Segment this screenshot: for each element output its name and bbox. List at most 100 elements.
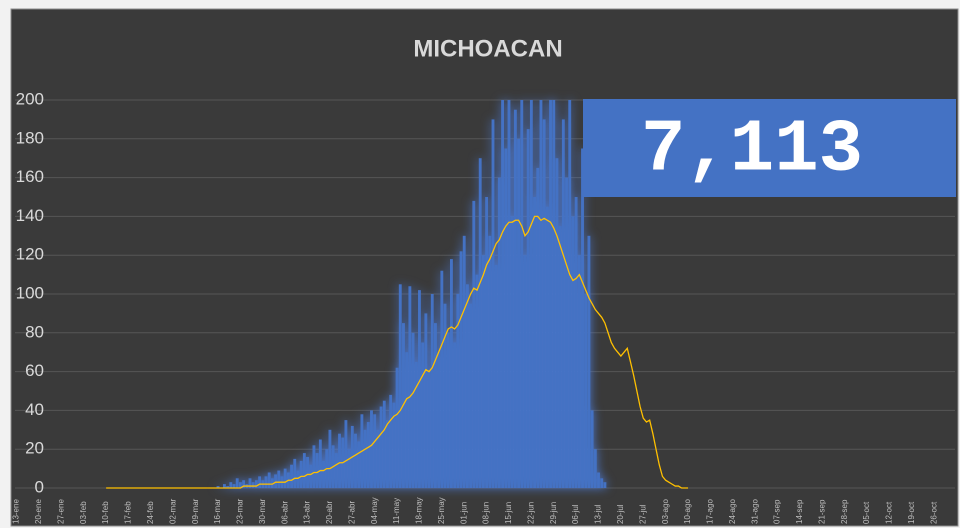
x-tick-label: 13-ene — [12, 499, 21, 524]
x-tick-label: 11-may — [392, 498, 401, 524]
x-tick-label: 24-ago — [728, 499, 737, 524]
x-tick-label: 20-ene — [34, 499, 43, 524]
y-tick-label: 20 — [25, 439, 44, 458]
x-tick-label: 01-jun — [459, 502, 468, 524]
x-tick-label: 14-sep — [795, 499, 804, 524]
bar — [491, 119, 495, 489]
y-tick-label: 80 — [25, 322, 44, 341]
bar — [529, 100, 533, 488]
bar — [590, 410, 594, 488]
bar — [597, 472, 600, 488]
bar — [322, 460, 325, 488]
x-tick-label: 23-mar — [236, 498, 245, 524]
bar — [398, 284, 402, 488]
bar — [513, 109, 517, 488]
bar — [523, 255, 527, 488]
y-tick-label: 40 — [25, 400, 44, 419]
x-tick-label: 30-mar — [258, 498, 267, 524]
bar — [469, 303, 473, 488]
bar — [574, 197, 578, 488]
x-tick-label: 17-ago — [706, 499, 715, 524]
x-tick-label: 02-mar — [168, 498, 177, 524]
bar — [392, 402, 396, 488]
bar — [552, 100, 556, 488]
bar — [488, 235, 492, 488]
bar — [539, 100, 543, 488]
bar — [443, 303, 447, 488]
x-tick-label: 27-abr — [347, 501, 356, 524]
x-tick-label: 20-jul — [616, 504, 625, 524]
bar — [501, 100, 505, 488]
bar — [347, 449, 351, 488]
bar — [437, 352, 441, 488]
bar — [232, 484, 236, 488]
x-tick-label: 20-abr — [325, 501, 334, 524]
x-tick-label: 19-oct — [907, 501, 916, 524]
bar — [299, 460, 303, 488]
bar — [453, 342, 457, 488]
x-tick-label: 18-may — [415, 497, 424, 524]
bar — [254, 480, 258, 488]
x-tick-label: 21-sep — [817, 499, 826, 524]
bar — [376, 429, 380, 488]
bar — [242, 480, 246, 488]
bar — [357, 441, 361, 488]
total-box — [583, 99, 956, 197]
bar — [277, 470, 281, 488]
bar — [338, 433, 341, 488]
x-tick-label: 10-feb — [101, 501, 110, 524]
bar — [558, 226, 562, 488]
x-tick-label: 24-feb — [146, 501, 155, 524]
y-tick-label: 180 — [16, 128, 44, 147]
bar — [248, 478, 252, 488]
bar — [517, 138, 521, 489]
bar — [334, 453, 338, 488]
bar — [328, 429, 332, 488]
bar — [536, 167, 540, 488]
bar — [571, 216, 575, 488]
bar — [485, 197, 489, 488]
bar — [555, 158, 559, 488]
y-tick-label: 100 — [16, 283, 44, 302]
bar — [561, 119, 565, 489]
x-tick-label: 28-sep — [840, 499, 849, 524]
bar — [408, 286, 412, 488]
y-tick-label: 60 — [25, 361, 44, 380]
bar — [456, 294, 460, 488]
x-tick-label: 27-jul — [638, 504, 647, 524]
bar — [545, 206, 549, 488]
bar — [427, 371, 431, 488]
x-tick-label: 10-ago — [683, 499, 692, 524]
bar — [542, 119, 546, 489]
bar — [526, 129, 530, 488]
bar — [603, 482, 607, 488]
bar — [302, 453, 306, 488]
bar — [533, 197, 536, 488]
bar — [386, 420, 389, 488]
bar — [222, 484, 226, 488]
bar — [430, 294, 434, 488]
x-tick-label: 25-may — [437, 497, 446, 524]
x-tick-label: 13-abr — [303, 501, 312, 524]
bar — [478, 158, 482, 488]
moving-average-line — [106, 215, 689, 489]
bar — [497, 177, 501, 488]
y-tick-label: 120 — [16, 245, 44, 264]
bar — [587, 235, 591, 488]
y-tick-label: 0 — [35, 477, 44, 496]
bar — [434, 323, 437, 488]
bar — [481, 255, 485, 488]
bar — [421, 342, 425, 488]
labels: 0 20 40 60 80 100 120 140 160 180 200 13-ene 20-ene 2… — [12, 89, 939, 524]
bar — [494, 264, 498, 488]
bar — [315, 453, 319, 488]
bar — [238, 482, 242, 488]
bar — [395, 367, 399, 488]
bar — [226, 486, 230, 488]
chart-title: MICHOACAN — [413, 35, 562, 62]
bar — [309, 464, 313, 488]
x-tick-label: 03-ago — [661, 499, 670, 524]
total-value: 7,113 — [641, 109, 863, 193]
bar — [549, 100, 552, 488]
